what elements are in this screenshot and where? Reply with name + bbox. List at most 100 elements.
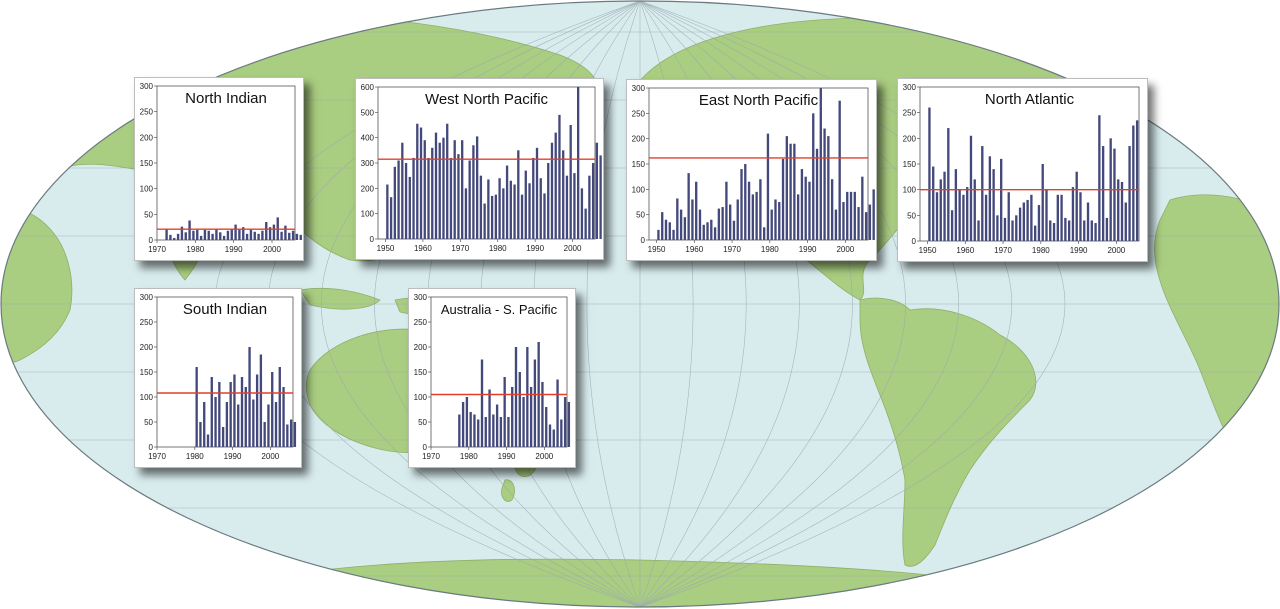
y-tick-label: 0: [149, 443, 154, 452]
bar: [176, 233, 180, 240]
bar: [996, 215, 999, 241]
bar: [461, 402, 465, 447]
bar: [793, 143, 796, 240]
x-tick-label: 1970: [148, 245, 166, 254]
chart-title: North Atlantic: [985, 91, 1075, 108]
bar: [1135, 120, 1139, 241]
bar: [165, 228, 168, 240]
bar: [401, 142, 404, 239]
chart-panel-australia-s-pacific: 0 50 100 150 200 250 300 1970 1980 1990 2000 Austra…: [408, 288, 576, 468]
bar: [188, 220, 191, 240]
bar: [513, 184, 516, 239]
bar: [838, 100, 841, 241]
bar: [864, 212, 868, 240]
land-south-america: [859, 297, 1037, 567]
x-tick-label: 1980: [489, 244, 507, 253]
bar: [389, 197, 393, 239]
bar: [857, 207, 860, 240]
bar: [221, 427, 225, 447]
bar: [591, 163, 595, 239]
bar: [676, 198, 679, 240]
chart-title: East North Pacific: [699, 92, 819, 109]
north-indian-chart: 0 50 100 150 200 250 300 1970 1980 1990 2000 North …: [140, 82, 302, 254]
bar: [1056, 194, 1059, 241]
bar: [226, 230, 230, 240]
x-tick-label: 1990: [799, 245, 817, 254]
bar: [207, 230, 210, 240]
west-north-pacific-chart: 0 100 200 300 400 500 600 1950 1960 1970 1980 1990 2…: [361, 83, 602, 253]
bar: [736, 199, 739, 240]
bar: [766, 133, 770, 240]
bar: [808, 181, 811, 240]
y-tick-label: 300: [903, 83, 917, 92]
x-tick-label: 1970: [723, 245, 741, 254]
chart-panel-north-atlantic: 0 50 100 150 200 250 300 1950 1960 1970 1980 1990 20…: [897, 78, 1148, 262]
bar: [548, 424, 552, 447]
x-tick-label: 2000: [263, 245, 281, 254]
bar: [218, 382, 221, 447]
bar: [229, 382, 232, 447]
bar: [1007, 192, 1010, 241]
x-tick-label: 1950: [648, 245, 666, 254]
bar: [834, 209, 838, 240]
y-tick-label: 300: [632, 84, 646, 93]
bar: [524, 170, 527, 239]
bar: [1064, 217, 1067, 241]
bar: [695, 181, 698, 240]
bar: [237, 404, 240, 447]
bar: [1124, 202, 1127, 241]
bar: [488, 389, 491, 447]
bar: [762, 227, 766, 240]
x-tick-label: 1980: [761, 245, 779, 254]
bar: [954, 169, 958, 241]
chart-title: South Indian: [183, 301, 267, 318]
bar: [222, 235, 226, 240]
bar: [872, 189, 875, 240]
bar: [740, 169, 743, 240]
bar: [1033, 225, 1037, 241]
bar: [1011, 220, 1014, 241]
x-tick-label: 1980: [460, 452, 478, 461]
x-tick-label: 1990: [1070, 246, 1088, 255]
x-tick-label: 2000: [535, 452, 553, 461]
bar: [484, 417, 487, 447]
x-tick-label: 2000: [836, 245, 854, 254]
x-tick-label: 1980: [186, 245, 204, 254]
bar: [419, 127, 423, 239]
y-tick-label: 150: [414, 368, 428, 377]
bar: [299, 234, 302, 240]
bar: [532, 157, 535, 239]
bar: [672, 229, 675, 240]
bar: [533, 359, 537, 447]
bar: [984, 194, 988, 241]
bar: [477, 419, 480, 447]
bar: [280, 231, 283, 240]
bar: [195, 367, 198, 447]
chart-panel-north-indian: 0 50 100 150 200 250 300 1970 1980 1990 2000 North …: [134, 77, 304, 261]
bar: [1030, 194, 1033, 241]
bar: [423, 140, 426, 239]
bar: [706, 222, 709, 240]
bar: [412, 157, 415, 239]
bar: [702, 224, 705, 240]
bar: [744, 164, 747, 240]
bar: [849, 191, 853, 240]
bar: [691, 199, 694, 240]
bar: [434, 132, 438, 239]
bar: [431, 147, 434, 239]
bar: [257, 233, 260, 240]
bar: [717, 208, 721, 240]
bar: [796, 194, 800, 240]
bar: [977, 220, 980, 241]
bar: [1113, 148, 1116, 241]
bar: [259, 354, 263, 447]
y-tick-label: 150: [140, 159, 154, 168]
x-tick-label: 1950: [377, 244, 395, 253]
bar: [253, 231, 256, 240]
bar: [774, 199, 777, 240]
bar: [552, 429, 555, 447]
bar: [599, 155, 602, 239]
bar: [819, 88, 822, 240]
bar: [1049, 220, 1052, 241]
y-tick-label: 200: [140, 343, 154, 352]
